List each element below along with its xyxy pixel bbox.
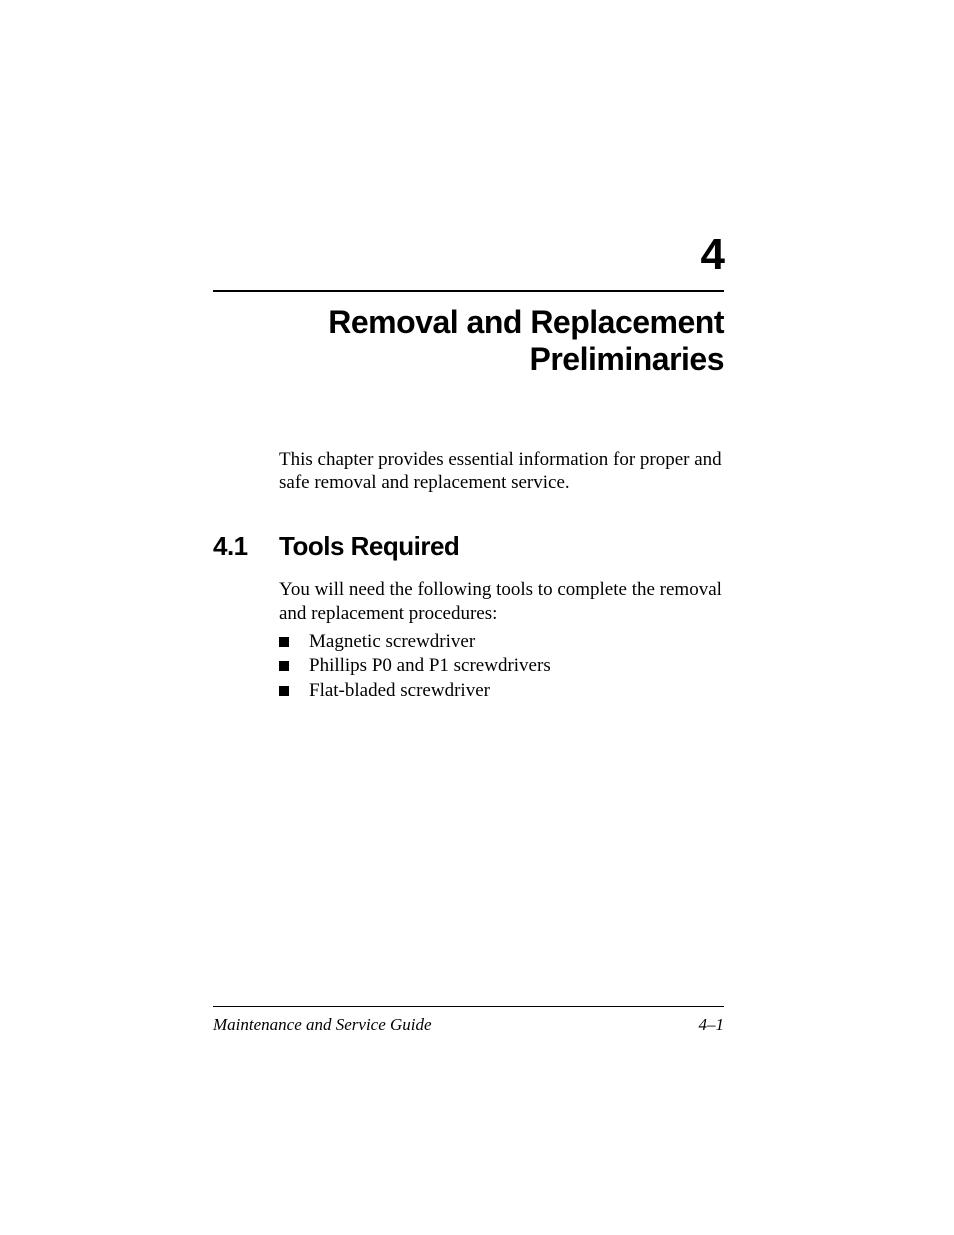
intro-paragraph: This chapter provides essential informat… [279, 448, 724, 496]
bullet-icon [279, 661, 289, 671]
footer-right: 4–1 [699, 1015, 725, 1035]
list-item: Magnetic screwdriver [279, 630, 724, 655]
chapter-title-line-2: Preliminaries [530, 341, 725, 377]
list-item: Flat-bladed screwdriver [279, 679, 724, 704]
chapter-number: 4 [213, 230, 724, 280]
tools-list: Magnetic screwdriver Phillips P0 and P1 … [279, 630, 724, 704]
list-item-text: Magnetic screwdriver [309, 630, 475, 655]
page-footer: Maintenance and Service Guide 4–1 [213, 1006, 724, 1035]
bullet-icon [279, 637, 289, 647]
chapter-rule [213, 290, 724, 292]
footer-left: Maintenance and Service Guide [213, 1015, 432, 1035]
chapter-title-line-1: Removal and Replacement [328, 304, 724, 340]
list-item-text: Flat-bladed screwdriver [309, 679, 490, 704]
list-item-text: Phillips P0 and P1 screwdrivers [309, 654, 551, 679]
section-number: 4.1 [213, 531, 279, 562]
section-paragraph: You will need the following tools to com… [279, 578, 724, 626]
footer-rule [213, 1006, 724, 1007]
section-title: Tools Required [279, 531, 459, 562]
footer-row: Maintenance and Service Guide 4–1 [213, 1015, 724, 1035]
chapter-title: Removal and Replacement Preliminaries [213, 304, 724, 378]
bullet-icon [279, 686, 289, 696]
section-heading: 4.1 Tools Required [213, 531, 724, 562]
list-item: Phillips P0 and P1 screwdrivers [279, 654, 724, 679]
document-page: 4 Removal and Replacement Preliminaries … [0, 0, 954, 1235]
